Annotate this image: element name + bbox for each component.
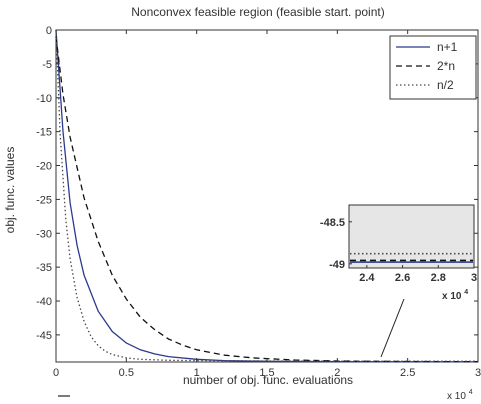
inset-x-axis-multiplier-exponent: 4 [464,289,468,296]
y-tick-label: -5 [42,59,52,71]
y-tick-label: -40 [36,296,52,308]
y-axis-label: obj. func. values [3,147,17,234]
legend: n+1 2*n n/2 [389,35,477,100]
x-tick-label: 3 [475,367,481,379]
x-ticks: 0 0.5 1 1.5 2 2.5 3 [53,30,481,379]
inset-series-group [350,252,473,263]
inset-plot: 2.4 2.6 2.8 3 -48.5 -49 x 10 4 [320,204,477,302]
inset-x-tick-label: 3 [471,272,477,284]
x-tick-label: 2 [334,367,340,379]
x-axis-multiplier-exponent: 4 [469,389,473,396]
inset-pointer-line [380,298,405,358]
x-axis-multiplier: x 10 4 [447,389,473,402]
legend-label-n-half: n/2 [437,78,454,92]
x-axis-multiplier-base: x 10 [447,391,466,402]
series-line-2n [55,36,479,363]
legend-label-n-plus-1: n+1 [437,40,458,54]
inset-x-tick-label: 2.6 [395,272,410,284]
x-tick-label: 1.5 [259,367,274,379]
y-tick-label: -15 [36,127,52,139]
inset-x-tick-label: 2.8 [431,272,446,284]
legend-box [389,35,477,100]
inset-x-ticks: 2.4 2.6 2.8 3 [359,265,477,284]
y-tick-label: -25 [36,194,52,206]
y-ticks: 0 -5 -10 -15 -20 -25 -30 -35 -40 -45 [36,25,478,342]
x-axis-label: number of obj. func. evaluations [183,373,353,387]
inset-x-tick-label: 2.4 [359,272,375,284]
series-group [55,29,479,363]
y-tick-label: -35 [36,262,52,274]
x-tick-label: 0.5 [119,367,134,379]
y-tick-label: -45 [36,330,52,342]
inset-x-axis-multiplier-base: x 10 [442,291,462,302]
legend-label-2n: 2*n [437,59,455,73]
inset-x-axis-multiplier: x 10 4 [442,289,468,302]
inset-y-tick-label: -49 [329,259,345,271]
chart-title: Nonconvex feasible region (feasible star… [131,5,384,19]
y-tick-label: -10 [36,93,52,105]
inset-y-ticks: -48.5 -49 [320,217,352,271]
y-tick-label: 0 [46,25,52,37]
inset-frame [348,204,475,269]
series-line-n-half [55,29,479,362]
x-tick-label: 0 [53,367,59,379]
y-tick-label: -30 [36,228,52,240]
y-tick-label: -20 [36,161,52,173]
x-tick-label: 2.5 [400,367,415,379]
inset-y-tick-label: -48.5 [320,217,345,229]
x-tick-label: 1 [194,367,200,379]
